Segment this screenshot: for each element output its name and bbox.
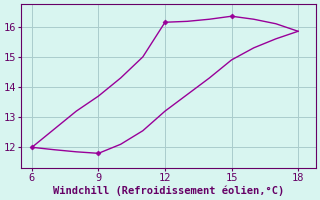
X-axis label: Windchill (Refroidissement éolien,°C): Windchill (Refroidissement éolien,°C) <box>53 185 284 196</box>
